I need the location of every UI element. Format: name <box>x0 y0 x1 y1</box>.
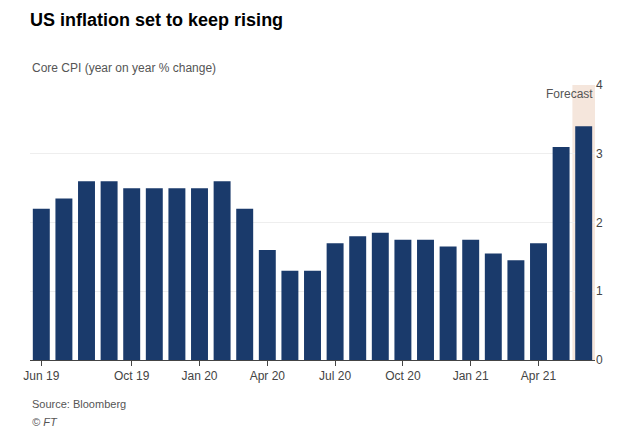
svg-text:Apr 21: Apr 21 <box>521 369 557 383</box>
svg-text:Apr 20: Apr 20 <box>250 369 286 383</box>
svg-text:Oct 19: Oct 19 <box>114 369 150 383</box>
svg-text:4: 4 <box>596 78 603 92</box>
svg-text:Jan 21: Jan 21 <box>453 369 489 383</box>
svg-text:Jul 20: Jul 20 <box>319 369 351 383</box>
svg-text:Forecast: Forecast <box>546 87 593 101</box>
svg-text:3: 3 <box>596 147 603 161</box>
svg-text:Oct 20: Oct 20 <box>385 369 421 383</box>
svg-text:Jun 19: Jun 19 <box>23 369 59 383</box>
svg-text:0: 0 <box>596 353 603 367</box>
svg-text:© FT: © FT <box>32 416 58 428</box>
svg-text:US inflation set to keep risin: US inflation set to keep rising <box>30 10 283 30</box>
svg-text:Core CPI (year on year % chang: Core CPI (year on year % change) <box>32 61 216 75</box>
svg-text:Source: Bloomberg: Source: Bloomberg <box>32 398 126 410</box>
svg-text:1: 1 <box>596 284 603 298</box>
svg-text:Jan 20: Jan 20 <box>181 369 217 383</box>
svg-text:2: 2 <box>596 216 603 230</box>
